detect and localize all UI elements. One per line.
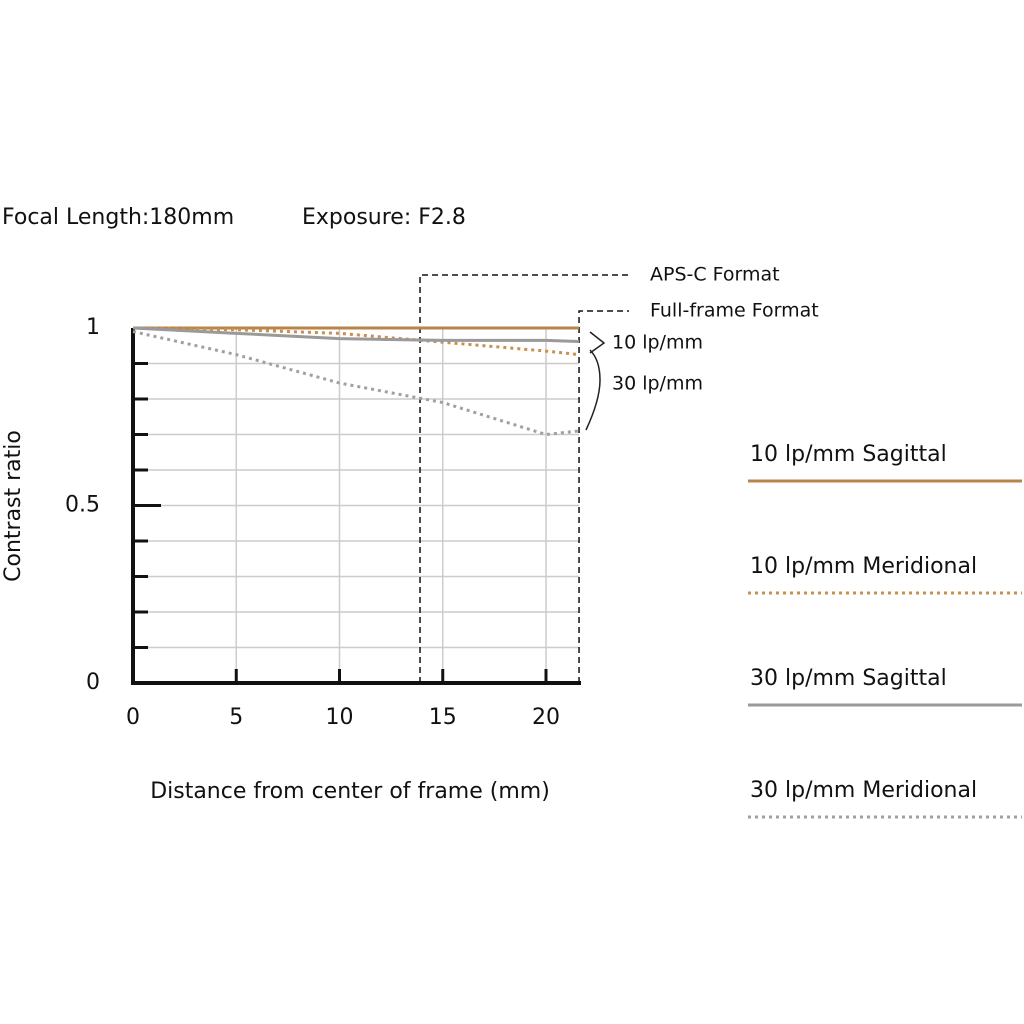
- y-axis-label: Contrast ratio: [1, 430, 26, 582]
- y-tick-label: 0: [86, 670, 100, 695]
- y-tick-label: 0.5: [65, 493, 100, 518]
- legend-label: 30 lp/mm Meridional: [750, 778, 977, 803]
- x-tick-label: 5: [229, 705, 243, 730]
- x-tick-label: 20: [532, 705, 560, 730]
- x-axis-label: Distance from center of frame (mm): [150, 779, 550, 804]
- series-line: [132, 326, 580, 343]
- legend-label: 10 lp/mm Meridional: [750, 554, 977, 579]
- format-label: APS-C Format: [650, 264, 780, 286]
- header-exposure: Exposure: F2.8: [302, 205, 466, 230]
- y-tick-label: 1: [86, 315, 100, 340]
- legend-label: 30 lp/mm Sagittal: [750, 666, 947, 691]
- x-tick-label: 15: [429, 705, 457, 730]
- bracket-label: 30 lp/mm: [612, 373, 703, 395]
- bracket: [585, 349, 601, 431]
- x-tick-label: 10: [326, 705, 354, 730]
- format-label: Full-frame Format: [650, 300, 819, 322]
- header-focal: Focal Length:180mm: [2, 205, 234, 230]
- legend-label: 10 lp/mm Sagittal: [750, 442, 947, 467]
- x-tick-label: 0: [126, 705, 140, 730]
- bracket-label: 10 lp/mm: [612, 332, 703, 354]
- bracket: [589, 331, 606, 354]
- format-marker: [578, 310, 630, 683]
- series-line: [132, 326, 580, 357]
- format-marker: [419, 274, 631, 683]
